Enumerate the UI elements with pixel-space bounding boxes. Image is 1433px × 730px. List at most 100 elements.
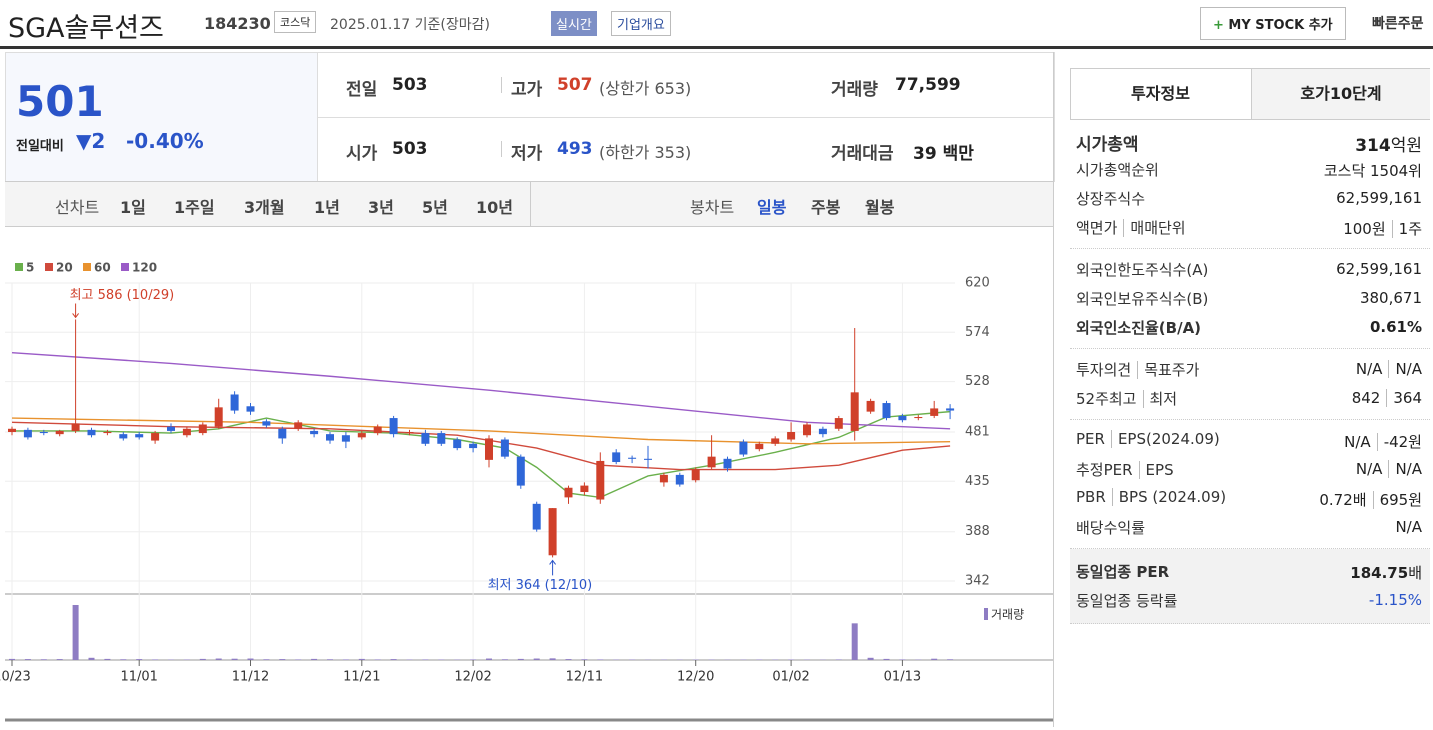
candle-body	[71, 423, 80, 431]
x-tick-label: 12/02	[454, 670, 491, 685]
y-tick-label: 435	[965, 474, 990, 489]
info-value-text: 695원	[1379, 491, 1422, 509]
volume-bar	[931, 658, 938, 660]
quote-value: 39 백만	[913, 144, 974, 164]
candle-body	[659, 474, 668, 483]
quote-label: 시가	[346, 144, 378, 164]
volume-bar	[199, 658, 206, 660]
info-label: PBR BPS (2024.09)	[1076, 488, 1226, 506]
candle-body	[771, 438, 780, 444]
annotation-arrow	[549, 559, 556, 576]
quote-note: (하한가 353)	[599, 143, 692, 162]
info-value: -1.15%	[1369, 591, 1422, 609]
info-group: 동일업종 PER 184.75배 동일업종 등락률 -1.15%	[1070, 549, 1430, 624]
candle-body	[421, 433, 430, 444]
x-tick-label: 11/01	[120, 670, 157, 685]
separator	[1138, 461, 1140, 479]
info-label-text: EPS	[1145, 461, 1174, 479]
tab-label: 선차트	[55, 198, 100, 217]
candle-body	[850, 392, 859, 431]
separator	[1391, 220, 1393, 238]
realtime-button[interactable]: 실시간	[551, 11, 597, 36]
info-value-text: 코스닥 1504위	[1323, 162, 1422, 180]
volume-bar	[899, 659, 906, 660]
volume-bar	[40, 659, 47, 660]
candle-body	[119, 434, 128, 439]
mystock-button[interactable]: + MY STOCK 추가	[1200, 7, 1346, 40]
volume-bar	[390, 659, 397, 660]
info-tabs: 투자정보 호가10단계	[1070, 68, 1430, 120]
tab[interactable]: 월봉	[865, 198, 895, 217]
info-label-text: 액면가	[1076, 219, 1118, 237]
info-value-text: 842	[1351, 389, 1381, 407]
separator	[1372, 491, 1374, 509]
info-value-text: -42원	[1383, 433, 1422, 451]
volume-bar	[501, 659, 508, 660]
volume-bar	[470, 659, 477, 660]
x-tick-label: 01/02	[772, 670, 809, 685]
x-tick-label: 11/21	[343, 670, 380, 685]
info-label-text: 목표주가	[1144, 361, 1200, 379]
tab[interactable]: 일봉	[757, 198, 787, 217]
candle-body	[341, 435, 350, 442]
header: SGA솔루션즈 184230 코스닥 2025.01.17 기준(장마감) 실시…	[0, 0, 1433, 49]
info-unit: 배	[1408, 564, 1422, 582]
tab[interactable]: 1주일	[174, 198, 215, 217]
candle-body	[310, 430, 319, 435]
tab[interactable]: 3개월	[244, 198, 285, 217]
tab[interactable]: 3년	[368, 198, 394, 217]
candle-body	[914, 416, 923, 419]
info-unit: 억원	[1390, 136, 1422, 156]
volume-bar	[486, 658, 492, 660]
candle-body	[326, 434, 334, 441]
candle-body	[612, 452, 621, 463]
info-row: 동일업종 PER 184.75배	[1070, 557, 1430, 586]
mystock-text: MY STOCK 추가	[1228, 18, 1333, 33]
quote-value: 77,599	[895, 75, 961, 95]
tab[interactable]: 주봉	[811, 198, 841, 217]
tab[interactable]: 5년	[422, 198, 448, 217]
volume-bar	[581, 659, 588, 660]
info-label: PER EPS(2024.09)	[1076, 430, 1220, 448]
info-tab[interactable]: 호가10단계	[1251, 69, 1430, 119]
info-value-text: N/A	[1355, 360, 1383, 378]
plus-icon: +	[1213, 18, 1229, 33]
company-button[interactable]: 기업개요	[611, 11, 671, 36]
volume-bar	[56, 659, 63, 660]
change: ▼2	[76, 129, 106, 153]
volume-bar	[549, 658, 556, 660]
tab[interactable]: 1년	[314, 198, 340, 217]
info-row: 외국인한도주식수(A) 62,599,161	[1070, 255, 1430, 284]
info-row: PBR BPS (2024.09) 0.72배 695원	[1070, 484, 1430, 513]
quick-order[interactable]: 빠른주문	[1372, 16, 1424, 32]
volume-bar	[279, 659, 286, 660]
info-row: 상장주식수 62,599,161	[1070, 184, 1430, 213]
tab[interactable]: 1일	[120, 198, 146, 217]
candle-body	[230, 394, 239, 411]
candle-body	[405, 432, 414, 434]
info-value: 0.72배 695원	[1319, 489, 1422, 510]
info-value-text: N/A	[1395, 360, 1422, 378]
candle-body	[564, 487, 573, 498]
info-group: 외국인한도주식수(A) 62,599,161 외국인보유주식수(B) 380,671 외…	[1070, 249, 1430, 349]
candle-body	[516, 456, 525, 486]
annotation-arrow	[72, 303, 79, 319]
divider	[501, 77, 502, 93]
volume-bar	[358, 658, 365, 660]
candle-body	[803, 424, 811, 436]
candle-body	[469, 443, 478, 449]
stock-name: SGA솔루션즈	[8, 13, 164, 44]
change-label: 전일대비	[16, 139, 64, 154]
candle-body	[485, 438, 493, 460]
candle-body	[294, 422, 303, 429]
tab[interactable]: 10년	[476, 198, 513, 217]
info-value-text: 364	[1393, 389, 1422, 407]
info-label: 동일업종 PER	[1076, 561, 1169, 582]
candle-body	[532, 503, 541, 530]
volume-bar	[311, 658, 318, 660]
legend-swatch	[121, 263, 129, 271]
separator	[1110, 430, 1112, 448]
info-panel: 투자정보 호가10단계 시가총액 314억원 시가총액순위 코스닥 1504위 상장주식수 6…	[1070, 68, 1430, 624]
candle-body	[373, 426, 382, 434]
info-tab[interactable]: 투자정보	[1131, 84, 1190, 103]
